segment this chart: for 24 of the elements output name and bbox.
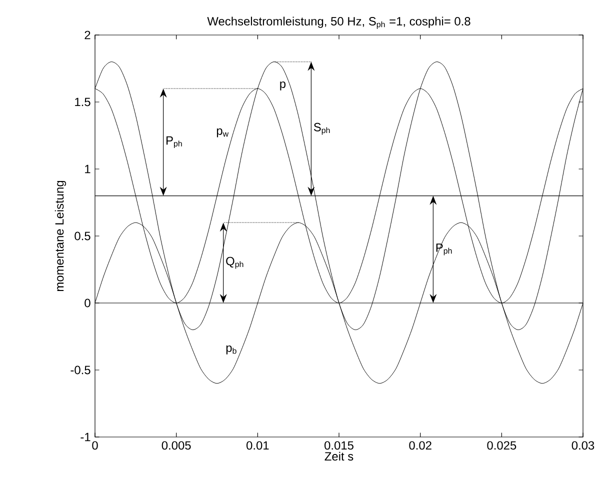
x-tick-label: 0 [92,441,98,450]
x-tick-label: 0.025 [487,441,516,450]
y-tick-label: -1 [80,432,90,442]
x-tick-label: 0.03 [572,441,594,450]
y-tick-label: -0.5 [70,366,90,374]
x-tick-label: 0.01 [246,441,269,450]
annotation: p$_{w}$ [216,128,229,138]
x-axis-title: Zeit s [324,452,354,461]
x-tick-label: 0.015 [324,441,354,450]
x-tick-label: 0.02 [409,441,432,450]
annotation: P$_{ph}$ [166,136,182,148]
y-tick-label: 2 [84,30,90,40]
annotation: P$_{ph}$ [436,244,452,256]
y-tick-label: 1 [85,164,90,174]
annotation: S$_{ph}$ [314,122,330,135]
y-axis-title: momentane Leistung [54,180,66,292]
y-tick-label: 0.5 [74,232,90,240]
annotation: Q$_{ph}$ [226,256,244,269]
x-tick-label: 0.005 [162,441,191,450]
y-tick-label: 0 [84,298,90,308]
chart-title: Wechselstromleistung, 50 Hz, S$_{ph}$ =1, cosphi= 0.8 [207,16,470,29]
y-tick-label: 1.5 [75,98,90,106]
annotation: p$_{b}$ [226,345,236,354]
annotation: p [280,81,286,90]
